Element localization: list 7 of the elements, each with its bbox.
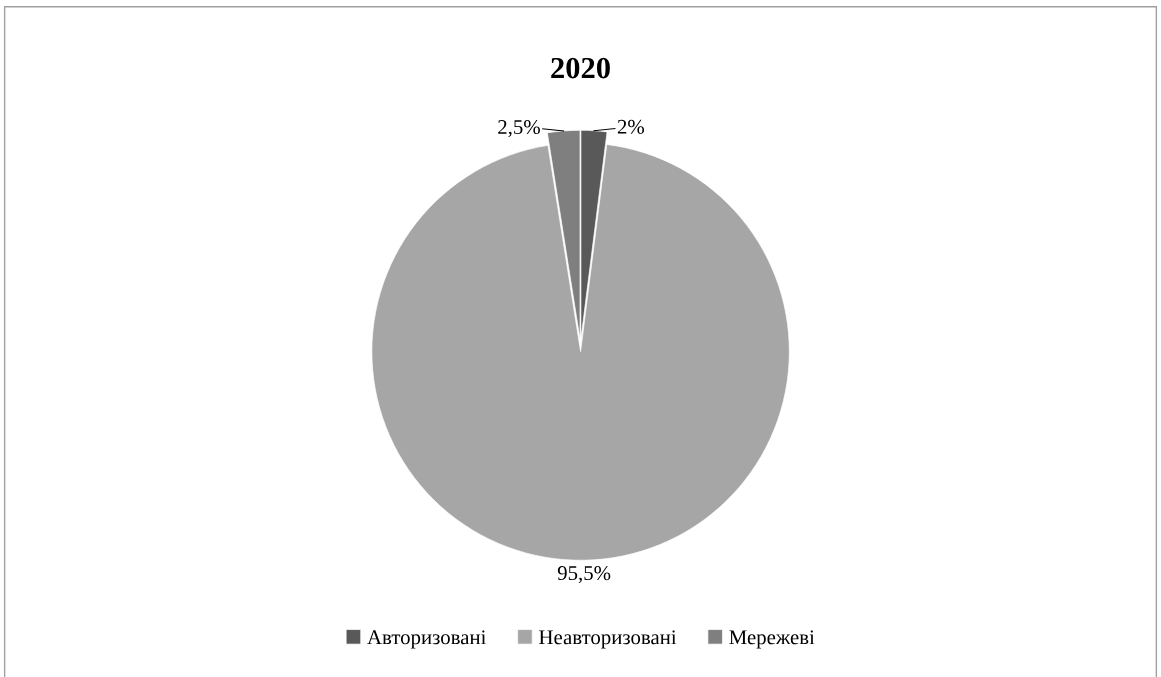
legend-label: Авторизовані [367, 630, 486, 649]
data-label: 95,5% [557, 566, 611, 584]
chart-title: 2020 [551, 57, 610, 79]
data-label: 2% [617, 119, 645, 134]
legend-label: Мережеві [729, 630, 815, 649]
data-label: 2,5% [498, 120, 540, 138]
legend-label: Неавторизовані [539, 630, 677, 649]
